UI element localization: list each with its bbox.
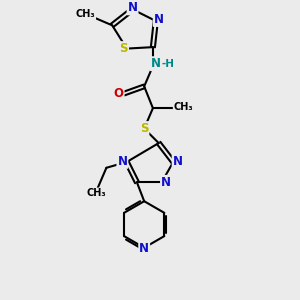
Text: N: N [151, 57, 161, 70]
Text: N: N [161, 176, 171, 189]
Text: S: S [140, 122, 148, 135]
Text: N: N [154, 13, 164, 26]
Text: N: N [117, 155, 128, 168]
Text: CH₃: CH₃ [86, 188, 106, 198]
Text: CH₃: CH₃ [174, 102, 193, 112]
Text: N: N [128, 2, 138, 14]
Text: N: N [172, 155, 183, 168]
Text: O: O [114, 87, 124, 100]
Text: -H: -H [161, 59, 175, 69]
Text: S: S [120, 42, 128, 55]
Text: N: N [139, 242, 149, 255]
Text: CH₃: CH₃ [76, 9, 95, 19]
